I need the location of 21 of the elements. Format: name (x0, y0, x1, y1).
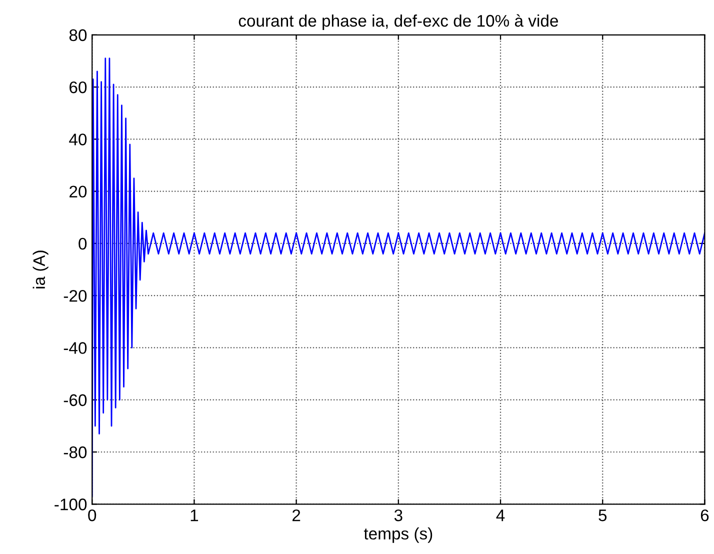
y-tick-label: -60 (64, 394, 87, 406)
y-tick-label: -40 (64, 342, 87, 354)
y-tick-label: 20 (70, 186, 87, 198)
y-tick-label: 80 (69, 29, 87, 42)
x-tick-label: 0 (88, 509, 96, 522)
y-tick-label: -80 (64, 446, 87, 458)
y-axis-title: ia (A) (32, 250, 48, 288)
y-tick-label: 40 (69, 134, 87, 146)
x-tick-label: 3 (394, 509, 402, 522)
x-tick-label: 6 (700, 509, 709, 522)
x-axis-title: temps (s) (364, 527, 432, 543)
y-tick-label: 60 (70, 81, 87, 94)
chart-title: courant de phase ia, def-exc de 10% à vide (238, 14, 558, 30)
x-tick-label: 4 (496, 510, 505, 522)
line-series (92, 58, 705, 498)
x-tick-label: 5 (598, 510, 607, 522)
y-tick-label: -100 (54, 498, 87, 510)
x-tick-label: 2 (292, 509, 300, 522)
x-tick-label: 1 (190, 510, 198, 522)
y-tick-label: -20 (64, 290, 87, 302)
y-tick-label: 0 (78, 238, 87, 250)
